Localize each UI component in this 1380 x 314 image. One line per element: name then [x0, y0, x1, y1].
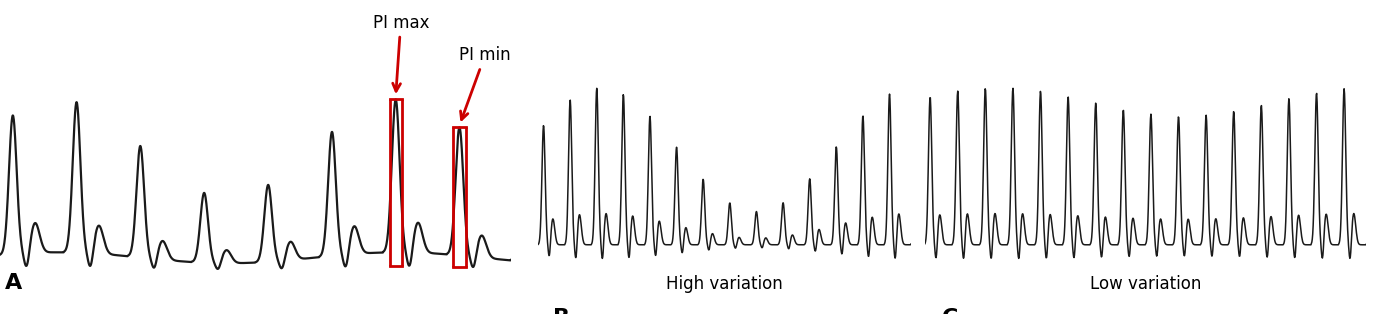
- Text: A: A: [6, 273, 22, 293]
- Text: Low variation: Low variation: [1090, 275, 1201, 293]
- Text: C: C: [943, 308, 959, 314]
- Text: B: B: [553, 308, 570, 314]
- Text: High variation: High variation: [667, 275, 782, 293]
- Text: PI min: PI min: [460, 46, 511, 120]
- Text: PI max: PI max: [373, 14, 429, 91]
